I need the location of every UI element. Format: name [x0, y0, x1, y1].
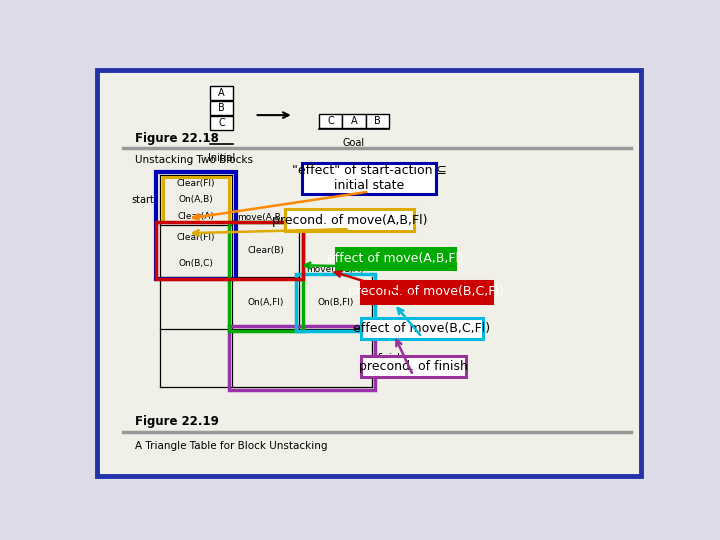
Text: Figure 22.18: Figure 22.18 — [135, 132, 218, 145]
Text: effect of move(B,C,Fl): effect of move(B,C,Fl) — [354, 322, 490, 335]
FancyBboxPatch shape — [361, 318, 483, 339]
Text: On(B,Fl): On(B,Fl) — [318, 298, 354, 307]
Text: effect of move(A,B,Fl): effect of move(A,B,Fl) — [327, 252, 464, 265]
Text: move(B,C,Fl): move(B,C,Fl) — [307, 265, 364, 274]
Bar — [366, 114, 389, 128]
Text: Clear(Fl): Clear(Fl) — [177, 179, 215, 188]
Bar — [156, 172, 235, 279]
Text: Goal: Goal — [343, 138, 365, 149]
Text: Clear(Fl): Clear(Fl) — [177, 233, 215, 242]
Bar — [210, 116, 233, 130]
Text: A Triangle Table for Block Unstacking: A Triangle Table for Block Unstacking — [135, 441, 327, 451]
Text: precond. of move(A,B,Fl): precond. of move(A,B,Fl) — [271, 214, 427, 227]
Text: Figure 22.19: Figure 22.19 — [135, 415, 218, 428]
Text: On(A,Fl): On(A,Fl) — [248, 298, 284, 307]
Text: precond. of move(B,C,Fl): precond. of move(B,C,Fl) — [348, 285, 504, 298]
Text: A: A — [351, 116, 357, 126]
Text: B: B — [374, 116, 381, 126]
Bar — [319, 114, 342, 128]
Bar — [229, 222, 302, 332]
Text: B: B — [218, 104, 225, 113]
Bar — [210, 86, 233, 100]
FancyBboxPatch shape — [336, 248, 456, 269]
Text: Clear(B): Clear(B) — [248, 246, 284, 255]
Bar — [342, 114, 366, 128]
Text: start: start — [131, 195, 154, 205]
Text: finish: finish — [377, 353, 404, 363]
FancyBboxPatch shape — [302, 163, 436, 194]
Text: move(A,B,Fl): move(A,B,Fl) — [237, 213, 294, 221]
FancyBboxPatch shape — [361, 281, 492, 302]
Bar — [296, 274, 375, 332]
Bar — [163, 178, 229, 222]
Text: On(B,C): On(B,C) — [179, 259, 213, 268]
FancyBboxPatch shape — [96, 70, 642, 476]
Bar — [229, 326, 375, 389]
Text: Clear(A): Clear(A) — [178, 212, 215, 221]
Text: Initial: Initial — [208, 153, 235, 163]
Text: C: C — [218, 118, 225, 129]
Text: A: A — [218, 89, 225, 98]
Text: "effect" of start-action ⊆
initial state: "effect" of start-action ⊆ initial state — [292, 164, 446, 192]
Text: C: C — [327, 116, 334, 126]
Bar — [210, 102, 233, 115]
Bar — [156, 222, 302, 279]
Text: Unstacking Two Blocks: Unstacking Two Blocks — [135, 156, 253, 165]
FancyBboxPatch shape — [361, 356, 466, 377]
Text: precond. of finish: precond. of finish — [359, 360, 467, 373]
Text: On(A,B): On(A,B) — [179, 195, 213, 205]
FancyBboxPatch shape — [285, 210, 413, 231]
